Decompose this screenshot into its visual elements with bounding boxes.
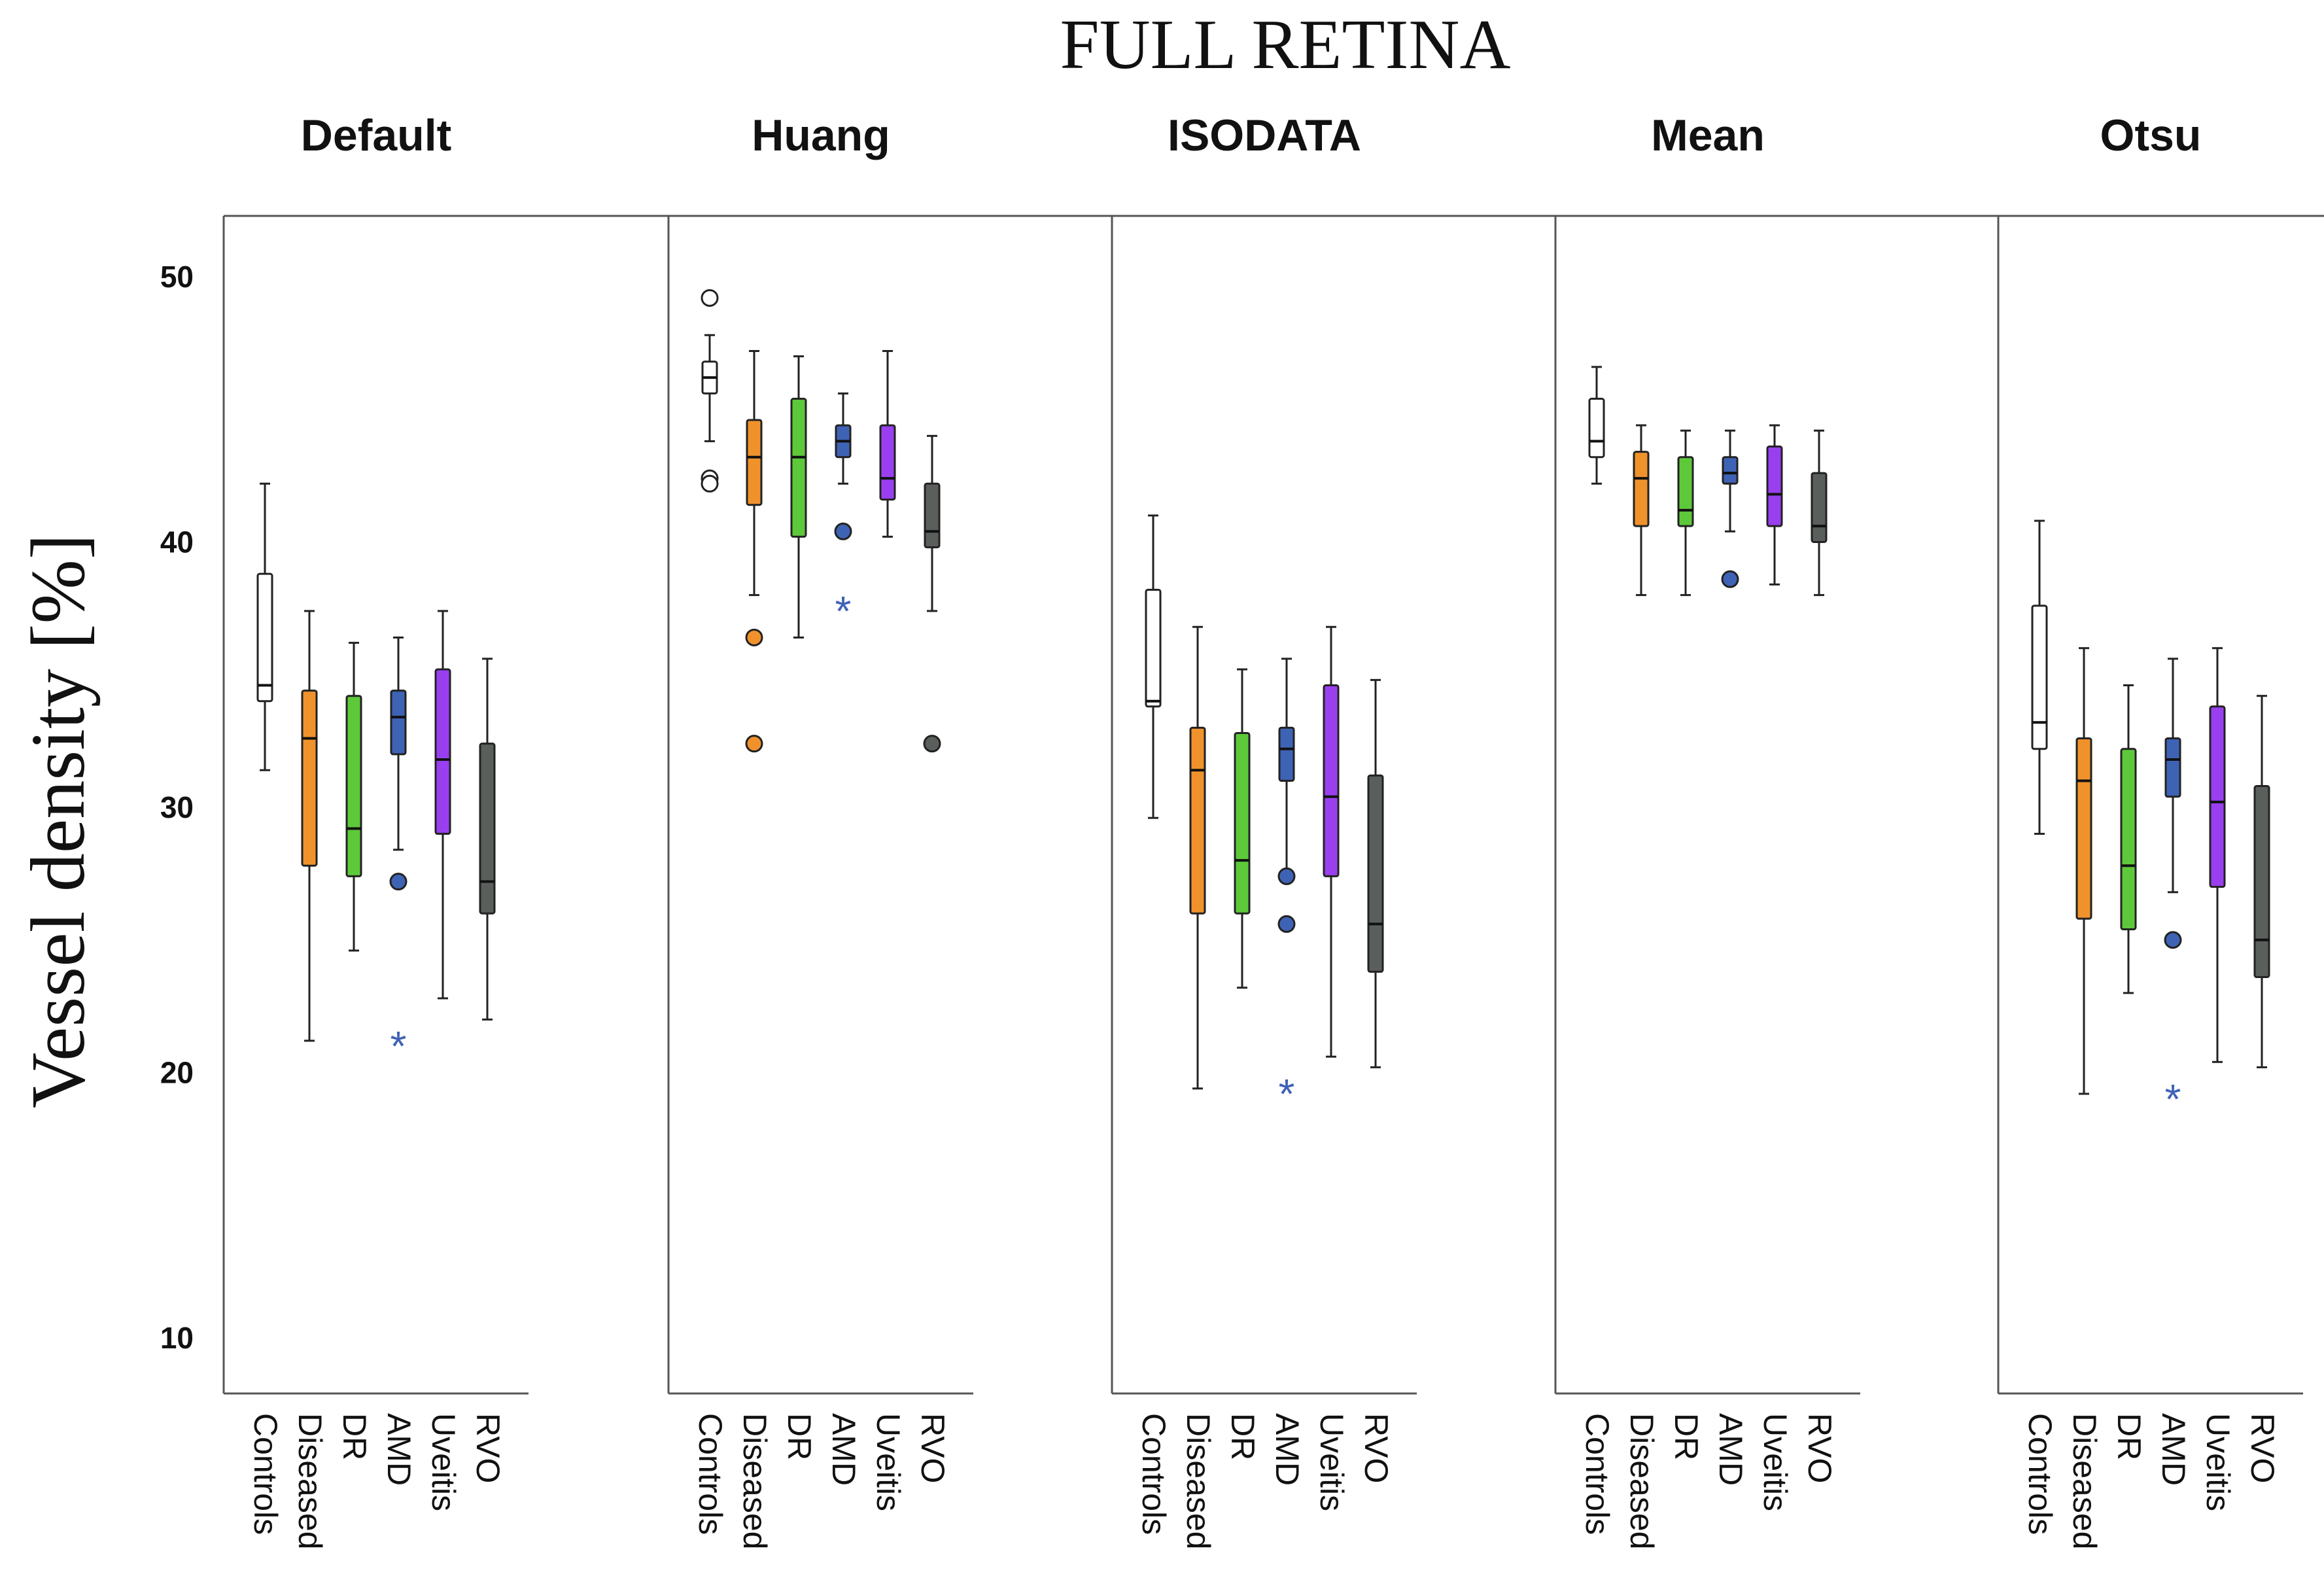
chart-title: FULL RETINA <box>1060 6 1511 84</box>
panel-title: Huang <box>752 111 890 160</box>
x-tick-label: Uveitis <box>1313 1413 1350 1511</box>
box-rvo <box>1811 472 1828 544</box>
box-amd <box>390 690 407 756</box>
x-tick-label: Controls <box>2022 1413 2058 1535</box>
box-dr <box>790 398 807 538</box>
box-diseased <box>1633 451 1650 527</box>
outlier-point <box>701 289 719 307</box>
outlier-point <box>923 735 941 753</box>
x-tick-label: DR <box>781 1413 818 1460</box>
box-diseased <box>746 419 763 506</box>
x-tick-label: Uveitis <box>2200 1413 2236 1511</box>
y-tick-label: 40 <box>160 525 194 559</box>
x-tick-label: Uveitis <box>425 1413 462 1511</box>
extreme-point: * <box>835 587 852 635</box>
panel-title: ISODATA <box>1168 111 1361 160</box>
box-controls <box>1145 588 1162 708</box>
box-uveitis <box>1323 684 1340 877</box>
box-diseased <box>301 690 318 867</box>
y-tick-label: 50 <box>160 260 194 294</box>
panel-huang: Huang Controls Diseased DR * AMD Uveitis RVO <box>667 111 973 1549</box>
x-tick-label: RVO <box>914 1413 951 1483</box>
x-tick-label: RVO <box>1358 1413 1395 1483</box>
box-rvo <box>2253 785 2270 979</box>
x-tick-label: Uveitis <box>870 1413 907 1511</box>
x-tick-label: Controls <box>1579 1413 1616 1535</box>
box-uveitis <box>2209 705 2226 888</box>
outlier-point <box>1277 867 1296 885</box>
box-rvo <box>479 743 496 915</box>
box-diseased <box>1189 726 1206 915</box>
panel-title: Otsu <box>2100 111 2202 160</box>
box-dr <box>2120 748 2137 931</box>
x-tick-label: Diseased <box>292 1413 328 1549</box>
box-dr <box>1677 456 1694 527</box>
box-amd <box>2164 737 2181 798</box>
extreme-point: * <box>390 1023 407 1070</box>
outlier-point <box>1277 915 1296 933</box>
x-tick-label: DR <box>1224 1413 1261 1460</box>
x-tick-label: Controls <box>692 1413 729 1535</box>
box-controls <box>2031 604 2048 750</box>
x-tick-label: DR <box>336 1413 373 1460</box>
box-controls <box>256 572 273 703</box>
panel-title: Mean <box>1651 111 1765 160</box>
x-tick-label: Uveitis <box>1757 1413 1794 1511</box>
x-tick-label: Controls <box>247 1413 284 1535</box>
box-dr <box>1234 731 1251 915</box>
x-tick-label: RVO <box>1801 1413 1838 1483</box>
panel-isodata: ISODATA Controls Diseased DR * AMD Uveitis RVO <box>1111 111 1417 1549</box>
box-rvo <box>1367 774 1384 973</box>
x-tick-label: AMD <box>1269 1413 1306 1486</box>
y-tick-label: 30 <box>160 790 194 824</box>
outlier-point <box>2164 931 2182 949</box>
outlier-point <box>701 474 719 493</box>
box-rvo <box>924 482 941 549</box>
box-uveitis <box>434 668 451 835</box>
y-tick-label: 20 <box>160 1056 194 1090</box>
x-tick-label: Controls <box>1136 1413 1172 1535</box>
x-tick-label: Diseased <box>1180 1413 1217 1549</box>
box-amd <box>1278 726 1295 782</box>
x-tick-label: AMD <box>2155 1413 2192 1486</box>
panel-default: Default Controls Diseased DR * AMD Uveitis RVO <box>222 111 529 1549</box>
outlier-point <box>745 735 763 753</box>
outlier-point <box>389 873 408 891</box>
outlier-point <box>834 522 852 540</box>
x-tick-label: AMD <box>825 1413 862 1486</box>
y-axis-label: Vessel density [%] <box>15 534 101 1108</box>
x-tick-label: RVO <box>470 1413 506 1483</box>
extreme-point: * <box>2165 1076 2181 1123</box>
x-tick-label: RVO <box>2244 1413 2281 1483</box>
outlier-point <box>745 628 763 646</box>
box-uveitis <box>1766 446 1783 527</box>
box-amd <box>1722 456 1739 485</box>
x-tick-label: Diseased <box>2066 1413 2103 1549</box>
panel-mean: Mean Controls Diseased DR AMD Uveitis RVO <box>1554 111 1860 1549</box>
box-uveitis <box>879 424 896 501</box>
box-dr <box>345 695 362 877</box>
y-tick-label: 10 <box>160 1321 194 1355</box>
box-controls <box>1588 398 1605 459</box>
x-tick-label: DR <box>2111 1413 2147 1460</box>
x-tick-label: DR <box>1668 1413 1705 1460</box>
x-tick-label: AMD <box>1712 1413 1749 1486</box>
panel-title: Default <box>301 111 451 160</box>
x-tick-label: Diseased <box>737 1413 773 1549</box>
box-diseased <box>2075 737 2092 920</box>
outlier-point <box>1721 570 1739 588</box>
x-tick-label: AMD <box>381 1413 417 1486</box>
panel-otsu: Otsu Controls Diseased DR * AMD Uveitis RVO <box>1997 111 2303 1549</box>
x-tick-label: Diseased <box>1623 1413 1660 1549</box>
extreme-point: * <box>1279 1070 1295 1117</box>
